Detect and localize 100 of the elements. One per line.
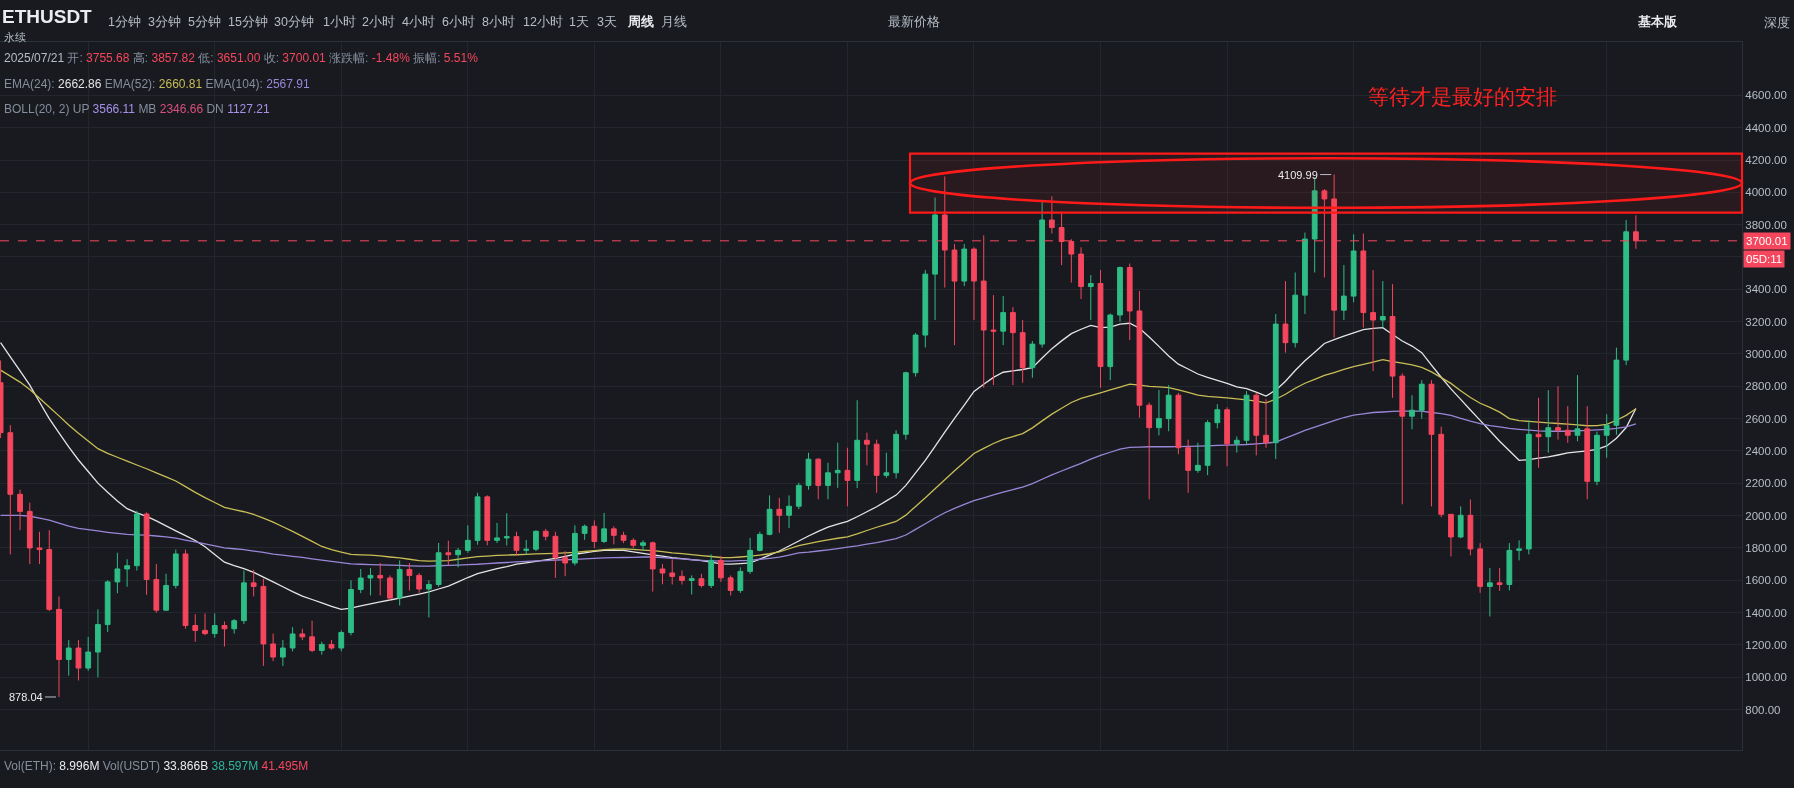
candlestick xyxy=(815,457,822,500)
text: 3天 xyxy=(597,15,617,29)
candlestick xyxy=(902,371,909,441)
candlestick xyxy=(523,539,530,555)
candlestick xyxy=(503,512,510,547)
text: 深度 xyxy=(1764,15,1790,30)
text: 30分钟 xyxy=(274,15,314,29)
text: 月线 xyxy=(661,15,687,29)
candlestick xyxy=(766,494,773,536)
candlestick xyxy=(610,525,617,545)
candlestick xyxy=(1574,374,1581,442)
annotation: BOLL(20, 2) UP 3566.11 MB 2346.66 DN 1127.21 xyxy=(4,102,270,116)
candlestick xyxy=(202,612,208,636)
candlestick xyxy=(182,549,189,630)
candlestick xyxy=(747,537,753,575)
candlestick xyxy=(708,553,715,589)
candlestick xyxy=(1078,246,1084,300)
candlestick xyxy=(825,462,831,500)
text: 周线 xyxy=(627,15,654,29)
candlestick xyxy=(163,573,169,612)
candlestick xyxy=(1272,313,1279,460)
candlestick xyxy=(679,569,685,585)
candlestick xyxy=(426,579,432,618)
y-tick-label: 3200.00 xyxy=(1745,315,1787,328)
candlestick xyxy=(1263,398,1269,449)
candlestick xyxy=(7,424,14,555)
candlestick xyxy=(143,511,150,596)
candlestick xyxy=(873,439,880,494)
candlestick xyxy=(922,269,929,349)
candlestick xyxy=(883,452,890,479)
y-tick-label: 4200.00 xyxy=(1745,154,1787,167)
candlestick xyxy=(1048,195,1055,235)
candlestick xyxy=(912,332,919,378)
candlestick xyxy=(718,555,724,583)
candlestick xyxy=(270,633,277,662)
candlestick xyxy=(1233,435,1240,454)
candlestick xyxy=(114,552,121,594)
candlestick xyxy=(1136,290,1143,419)
candlestick xyxy=(649,540,656,593)
candlestick xyxy=(776,497,783,534)
candlestick xyxy=(445,540,452,566)
candlestick xyxy=(1613,347,1620,436)
candlestick xyxy=(727,574,734,596)
candlestick xyxy=(572,524,578,566)
candlestick xyxy=(756,531,763,552)
candlestick xyxy=(260,578,267,667)
text: 1分钟 xyxy=(108,15,141,29)
candlestick xyxy=(1623,219,1630,366)
text: 基本版 xyxy=(1637,15,1678,29)
candlestick xyxy=(1165,384,1172,432)
candlestick xyxy=(1594,431,1600,486)
candlestick xyxy=(124,558,131,588)
candlestick xyxy=(805,452,812,491)
candlestick xyxy=(406,562,413,591)
candlestick xyxy=(435,542,442,588)
candlestick xyxy=(377,562,384,596)
chart-subtitle: 永续 xyxy=(4,31,26,43)
candlestick xyxy=(1204,419,1211,476)
candlestick xyxy=(75,639,82,681)
candlestick xyxy=(250,569,257,597)
y-tick-label: 1800.00 xyxy=(1745,541,1787,554)
candlestick xyxy=(1555,385,1561,441)
candlestick xyxy=(36,531,43,565)
candlestick xyxy=(309,620,315,653)
candlestick xyxy=(1243,390,1250,445)
text: 4小时 xyxy=(402,15,435,29)
y-tick-label: 1000.00 xyxy=(1745,671,1787,684)
candlestick xyxy=(1370,269,1376,372)
candlestick xyxy=(1545,389,1552,454)
y-tick-label: 2200.00 xyxy=(1745,477,1787,490)
candlestick xyxy=(328,639,335,651)
candlestick xyxy=(630,537,637,549)
annotation: 4109.99 xyxy=(1278,169,1318,181)
candlestick xyxy=(172,549,179,589)
candlestick xyxy=(698,573,705,589)
y-tick-label: 2400.00 xyxy=(1745,444,1787,457)
text: 8小时 xyxy=(482,15,515,29)
candlestick xyxy=(1087,274,1094,321)
candlestick xyxy=(990,294,997,386)
text: Vol(ETH): 8.996M Vol(USDT) 33.866B 38.597M 41.495M xyxy=(4,759,309,773)
candlestick xyxy=(844,447,851,507)
candlestick xyxy=(153,563,160,614)
candlestick xyxy=(659,563,666,585)
candlestick xyxy=(1350,233,1357,303)
candlestick xyxy=(416,572,423,594)
candlestick xyxy=(1282,280,1289,354)
candlestick xyxy=(737,566,744,594)
line-series xyxy=(0,358,1637,562)
text: 最新价格 xyxy=(888,15,940,29)
text: 6小时 xyxy=(442,15,475,29)
candlestick xyxy=(1418,379,1425,420)
candlestick xyxy=(1029,340,1036,379)
candlestick xyxy=(1525,419,1532,555)
candlestick xyxy=(1126,262,1133,341)
candlestick xyxy=(85,636,92,672)
candlestick xyxy=(1516,539,1522,561)
candlestick xyxy=(133,510,140,572)
candlestick xyxy=(669,558,676,585)
candlestick xyxy=(971,246,977,321)
candlestick xyxy=(834,442,841,489)
